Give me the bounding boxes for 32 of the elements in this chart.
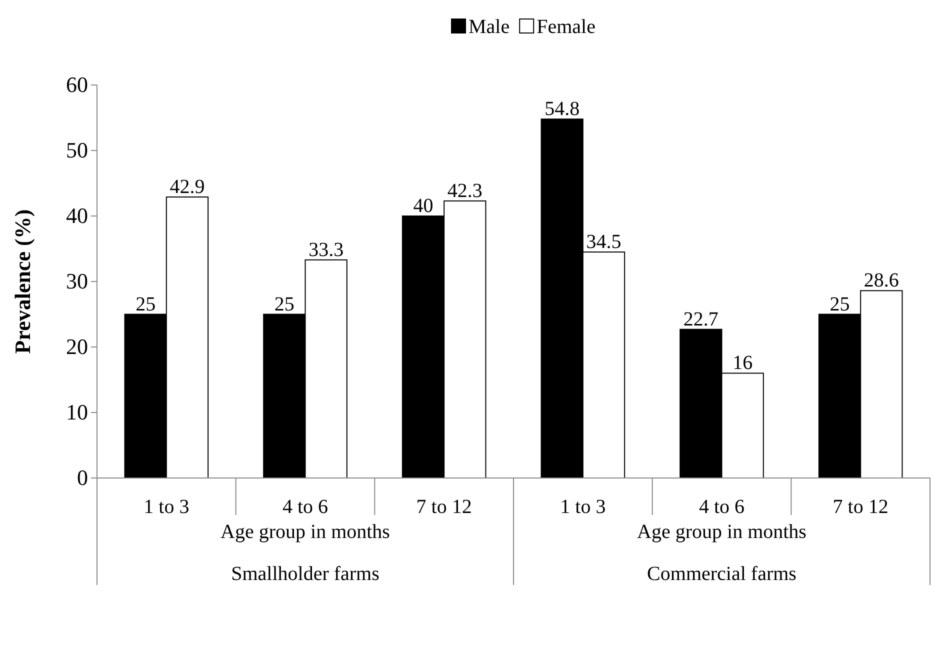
y-tick-label: 30 xyxy=(66,268,88,294)
data-label: 42.9 xyxy=(170,176,205,198)
data-label: 28.6 xyxy=(864,270,899,292)
data-label: 42.3 xyxy=(447,180,482,202)
x-tick-label: 1 to 3 xyxy=(144,496,190,518)
x-tick-label: 7 to 12 xyxy=(416,496,472,518)
data-label: 25 xyxy=(830,293,850,316)
legend-label: Male xyxy=(468,16,510,38)
y-tick-label: 50 xyxy=(66,138,88,163)
text: Age group in months xyxy=(637,521,807,543)
x-tick-label: 1 to 3 xyxy=(560,496,606,518)
data-label: 33.3 xyxy=(308,238,344,261)
data-label: 25 xyxy=(274,293,294,316)
x-tick-label: 4 to 6 xyxy=(698,496,745,518)
y-tick-label: 60 xyxy=(66,72,88,98)
legend-label: Female xyxy=(536,16,596,38)
text: Age group in months xyxy=(220,521,390,543)
y-tick-label: 10 xyxy=(66,400,88,425)
text: Commercial farms xyxy=(647,563,797,585)
x-tick-label: 7 to 12 xyxy=(832,496,888,518)
data-label: 16 xyxy=(732,352,753,374)
data-label: 25 xyxy=(136,293,156,316)
y-tick-label: 0 xyxy=(77,465,88,490)
data-label: 40 xyxy=(413,195,434,217)
text: Smallholder farms xyxy=(231,563,380,585)
y-tick-label: 40 xyxy=(66,203,88,228)
data-label: 34.5 xyxy=(586,231,622,254)
data-label: 22.7 xyxy=(683,308,718,330)
y-tick-label: 20 xyxy=(66,334,88,360)
x-tick-label: 4 to 6 xyxy=(282,496,328,518)
y-axis-title: Prevalence (%) xyxy=(10,209,35,354)
data-label: 54.8 xyxy=(544,98,580,120)
